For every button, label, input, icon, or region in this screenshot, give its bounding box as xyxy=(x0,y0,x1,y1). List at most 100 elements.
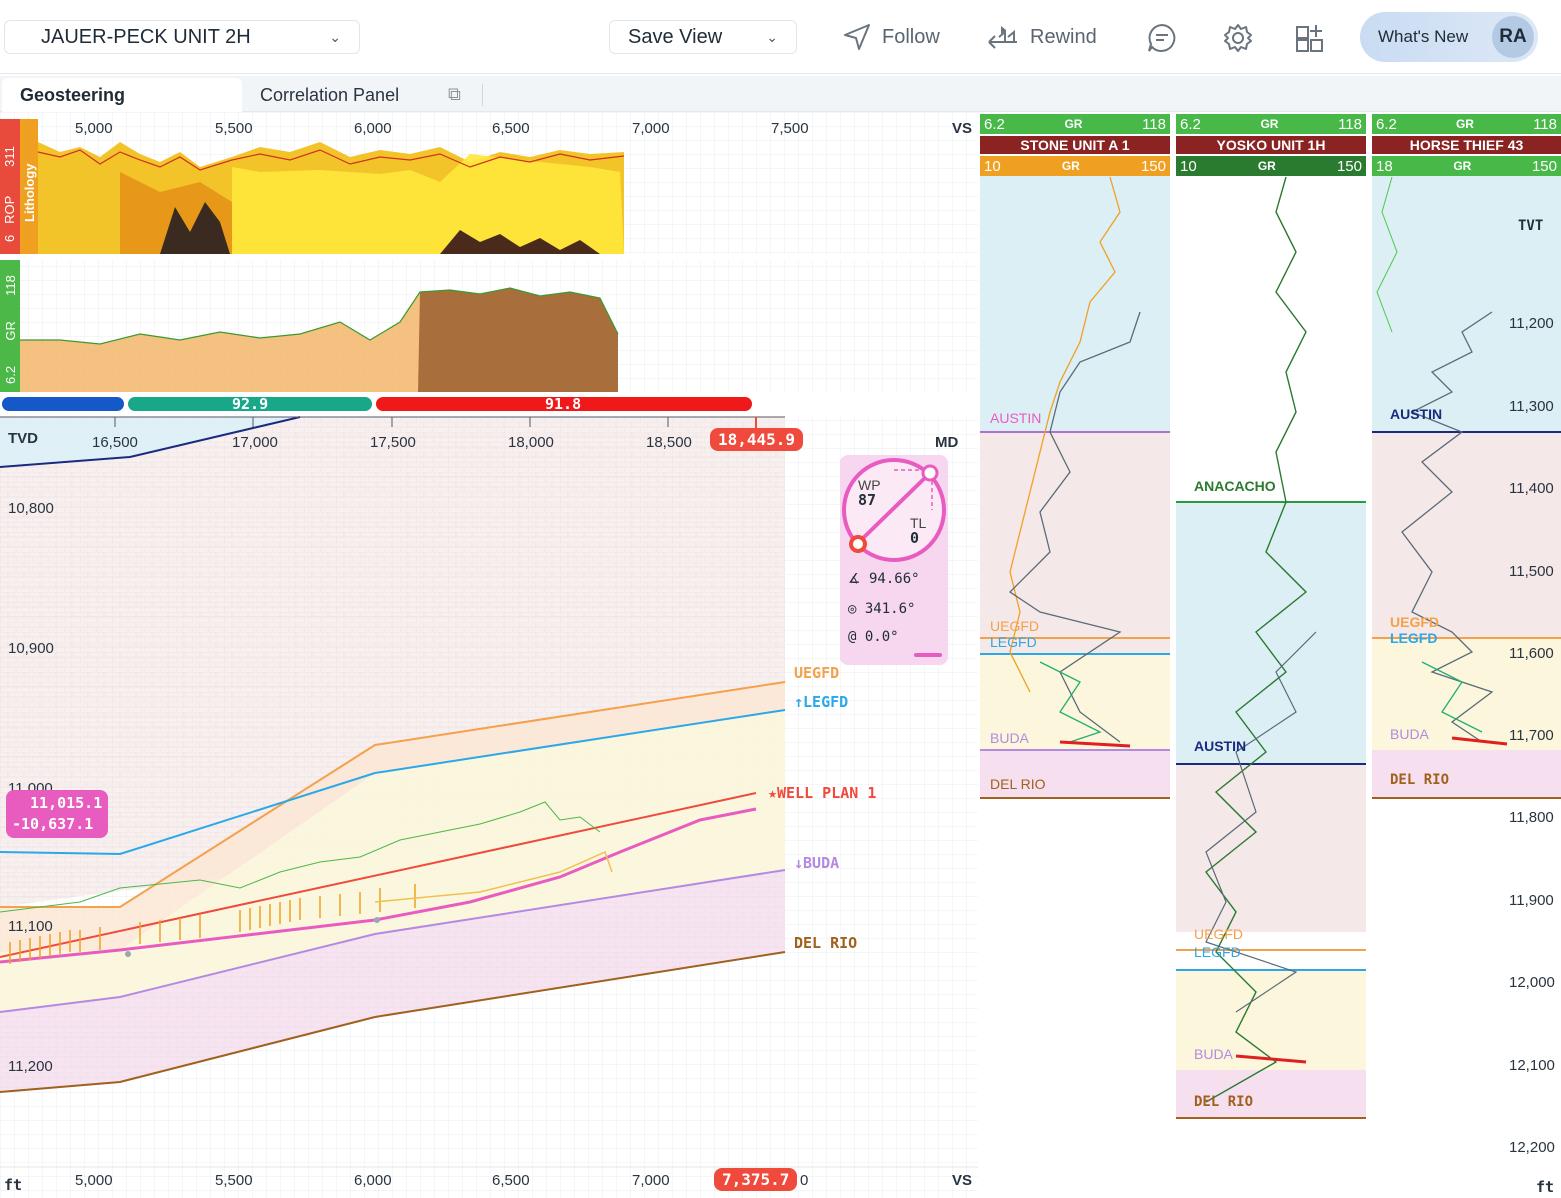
tvd-tick: 10,900 xyxy=(8,640,54,657)
comments-button[interactable] xyxy=(1144,20,1180,56)
vs-tick: 5,000 xyxy=(75,1172,113,1189)
tvt-tick: 11,700 xyxy=(1509,727,1554,744)
yosko-log-canvas xyxy=(1176,176,1366,1119)
vs-tick: 5,500 xyxy=(215,1172,253,1189)
dip-segment-3[interactable] xyxy=(376,397,752,411)
vs-axis-label: VS xyxy=(952,1172,973,1189)
dip-value-2: 92.9 xyxy=(232,395,269,413)
tl-label: TL xyxy=(910,515,927,531)
rop-lithology-fill xyxy=(37,142,625,254)
rewind-icon xyxy=(988,26,1017,49)
wellbore-path xyxy=(0,807,757,964)
vs-tick: 6,500 xyxy=(492,120,530,137)
tl-value: 0 xyxy=(910,529,920,547)
uegfd-line xyxy=(0,681,786,908)
well-plan-line xyxy=(0,792,757,958)
gr-axis-label: 6.2 GR 118 xyxy=(3,275,18,384)
tvt-tick: 11,500 xyxy=(1509,563,1554,580)
yosko-anacacho-label: ANACACHO xyxy=(1194,478,1276,494)
tvt-tick: 12,000 xyxy=(1509,974,1555,991)
popout-icon[interactable]: ⧉ xyxy=(448,84,461,104)
stone-austin-label: AUSTIN xyxy=(990,410,1042,426)
horse-thief-legfd-label: LEGFD xyxy=(1390,630,1438,646)
avatar[interactable]: RA xyxy=(1492,16,1534,58)
md-tick: 16,500 xyxy=(92,434,138,451)
vs-tick: 7,000 xyxy=(632,120,670,137)
well-selector[interactable]: JAUER-PECK UNIT 2H ⌄ xyxy=(4,20,360,54)
tvt-axis-label: TVT xyxy=(1518,218,1544,234)
vs-axis-label: VS xyxy=(952,120,973,137)
md-tick: 18,000 xyxy=(508,434,554,451)
horse-thief-austin-label: AUSTIN xyxy=(1390,406,1443,422)
md-tick: 18,500 xyxy=(646,434,692,451)
stone-well-name: STONE UNIT A 1 xyxy=(980,136,1170,154)
azimuth-value: 341.6° xyxy=(864,601,916,617)
tab-geosteering-label: Geosteering xyxy=(20,84,126,105)
tvt-tick: 12,100 xyxy=(1509,1057,1555,1074)
target-gauge-icon xyxy=(842,458,946,562)
stone-uegfd-label: UEGFD xyxy=(990,618,1039,634)
follow-button[interactable]: Follow xyxy=(842,20,940,54)
yosko-buda-label: BUDA xyxy=(1194,1046,1233,1062)
dip-segment-1[interactable] xyxy=(2,397,124,411)
dip-value-3: 91.8 xyxy=(545,395,582,413)
rop-axis-label: 6 ROP 311 xyxy=(2,146,17,242)
rewind-button[interactable]: Rewind xyxy=(986,20,1097,54)
chat-icon xyxy=(1148,23,1176,52)
save-view-label: Save View xyxy=(628,25,723,48)
tvt-tick: 11,600 xyxy=(1509,645,1554,662)
follow-label: Follow xyxy=(882,25,940,48)
tab-correlation-label: Correlation Panel xyxy=(260,84,400,105)
horse-thief-gr2-header: 18 GR 150 xyxy=(1372,156,1561,176)
vs-current-badge: 7,375.7 xyxy=(714,1168,798,1191)
md-current-badge: 18,445.9 xyxy=(710,428,804,451)
whats-new-button[interactable]: What's New RA xyxy=(1360,12,1538,62)
tvt-tick: 11,400 xyxy=(1509,480,1554,497)
grid-plus-icon xyxy=(1296,25,1323,52)
buda-line xyxy=(0,869,786,1013)
toolface-row: @ 0.0° xyxy=(848,629,899,645)
well-plan-label[interactable]: ★WELL PLAN 1 xyxy=(768,784,877,802)
geosteering-panel: 6 ROP 311 Lithology 5,000 5,500 6,000 6,… xyxy=(0,112,978,1198)
vs-tick: 7,000 xyxy=(632,1172,670,1189)
lithology-axis-strip xyxy=(20,119,38,254)
buda-label: ↓BUDA xyxy=(794,854,840,872)
yosko-uegfd-label: UEGFD xyxy=(1194,926,1243,942)
horse-thief-log-canvas xyxy=(1372,174,1561,799)
well-name: JAUER-PECK UNIT 2H xyxy=(41,25,251,48)
compass-icon: ◎ xyxy=(848,601,857,617)
horse-thief-buda-label: BUDA xyxy=(1390,726,1429,742)
yosko-gr2-header: 10 GR 150 xyxy=(1176,156,1366,176)
vs-tick: 5,500 xyxy=(215,120,253,137)
tvd-tick: 10,800 xyxy=(8,500,54,517)
lithology-ticks xyxy=(9,884,416,964)
correlation-well-yosko[interactable]: 6.2 GR 118 YOSKO UNIT 1H 10 GR 150 ANACACHO … xyxy=(1176,112,1366,1198)
inclination-icon: ∡ xyxy=(848,571,861,587)
units-label: ft xyxy=(1536,1178,1555,1196)
correlation-well-horse-thief[interactable]: 6.2 GR 118 HORSE THIEF 43 18 GR 150 TVT AUST… xyxy=(1372,112,1561,1198)
widgets-button[interactable] xyxy=(1292,20,1328,56)
tab-divider xyxy=(482,84,483,106)
tab-geosteering[interactable]: Geosteering xyxy=(2,78,242,112)
stone-legfd-label: LEGFD xyxy=(990,634,1037,650)
top-toolbar: JAUER-PECK UNIT 2H ⌄ Save View ⌄ Follow … xyxy=(0,0,1561,74)
vs-tick: 6,000 xyxy=(354,1172,392,1189)
gr-overlay-curve xyxy=(0,801,601,913)
wp-label: WP xyxy=(858,477,881,493)
gauge-scroll-indicator xyxy=(914,653,942,657)
tvd-tick: 11,200 xyxy=(8,1058,53,1075)
horse-thief-del-rio-label: DEL RIO xyxy=(1390,772,1450,788)
tvt-tick: 11,200 xyxy=(1509,315,1554,332)
yosko-austin-label: AUSTIN xyxy=(1194,738,1247,754)
whats-new-label: What's New xyxy=(1378,27,1469,46)
tvt-tick: 11,900 xyxy=(1509,892,1554,909)
directional-gauge[interactable]: WP 87 TL 0 ∡ 94.66° ◎ 341.6° @ 0.0° xyxy=(840,455,948,665)
tab-bar: Geosteering Correlation Panel ⧉ xyxy=(0,76,1561,112)
tab-correlation-panel[interactable]: Correlation Panel xyxy=(260,78,399,112)
dip-segment-2[interactable] xyxy=(128,397,372,411)
inclination-row: ∡ 94.66° xyxy=(848,571,920,587)
settings-button[interactable] xyxy=(1220,20,1256,56)
save-view-dropdown[interactable]: Save View ⌄ xyxy=(609,20,797,54)
inclination-value: 94.66° xyxy=(869,571,920,587)
correlation-well-stone[interactable]: 6.2 GR 118 STONE UNIT A 1 10 GR 150 AUSTIN U… xyxy=(980,112,1170,1198)
